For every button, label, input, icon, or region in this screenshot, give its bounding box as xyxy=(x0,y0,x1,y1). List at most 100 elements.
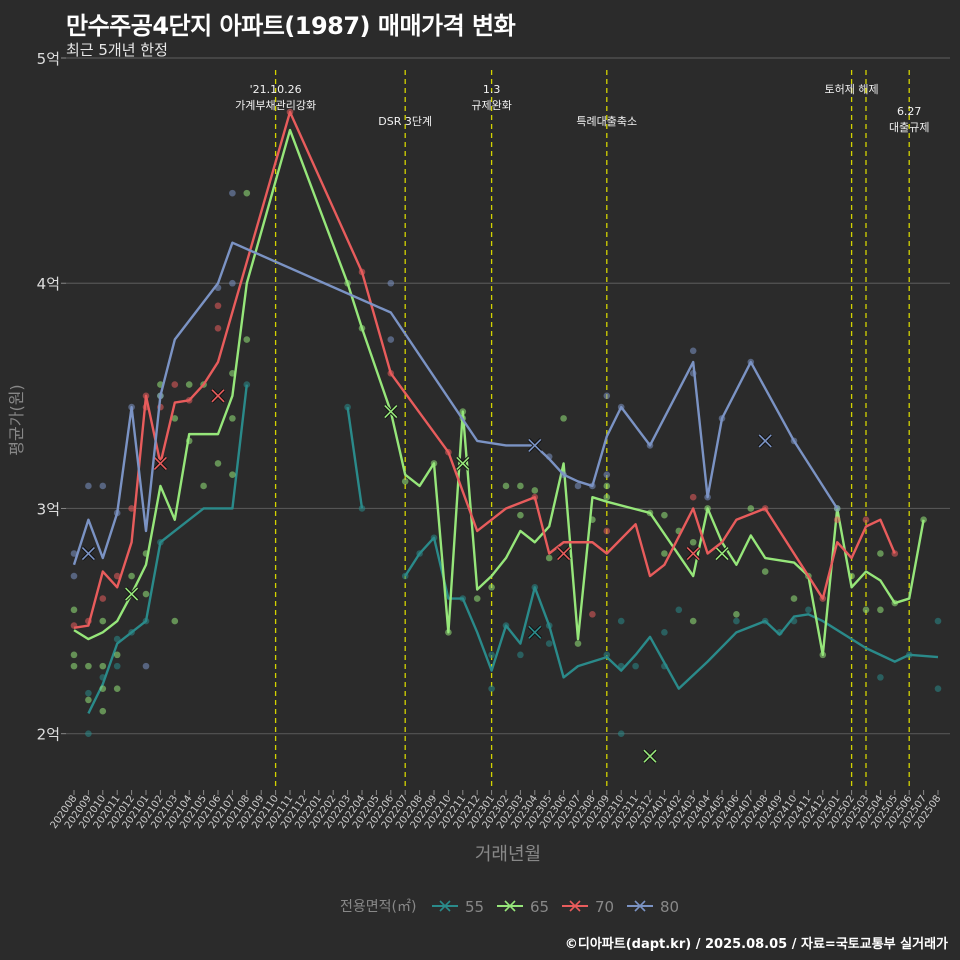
data-point-70 xyxy=(445,448,452,456)
data-point-55 xyxy=(617,662,625,670)
data-point-65 xyxy=(185,381,193,388)
data-point-55 xyxy=(805,606,812,614)
data-point-55 xyxy=(358,505,366,512)
data-point-55 xyxy=(531,583,539,591)
cross-marker-70 xyxy=(153,456,168,471)
data-point-65 xyxy=(848,572,855,580)
data-point-65 xyxy=(85,696,92,704)
data-point-65 xyxy=(517,482,524,490)
event-label: 특례대출축소 xyxy=(576,115,637,128)
data-point-80 xyxy=(718,415,726,422)
data-point-65 xyxy=(200,482,207,490)
data-point-80 xyxy=(689,347,697,355)
grid-layer xyxy=(66,57,950,735)
data-point-70 xyxy=(862,516,870,524)
legend-label-65: 65 xyxy=(530,898,549,916)
data-point-55 xyxy=(934,617,942,625)
data-point-65 xyxy=(401,478,409,485)
series-layer xyxy=(70,108,942,764)
data-point-70 xyxy=(142,392,150,400)
data-point-70 xyxy=(99,595,107,602)
data-point-55 xyxy=(99,674,107,681)
data-point-55 xyxy=(401,572,409,580)
event-label: 1.3 xyxy=(483,83,501,96)
data-point-70 xyxy=(113,572,121,580)
data-point-55 xyxy=(617,617,625,625)
data-point-55 xyxy=(617,730,625,737)
data-point-65 xyxy=(761,568,769,575)
data-point-55 xyxy=(128,629,135,636)
data-point-65 xyxy=(545,554,553,562)
data-point-70 xyxy=(171,381,179,388)
data-point-55 xyxy=(243,381,251,388)
data-point-65 xyxy=(128,572,135,580)
data-point-70 xyxy=(819,595,827,602)
data-point-80 xyxy=(646,442,654,449)
data-point-65 xyxy=(502,482,510,490)
data-point-70 xyxy=(70,622,78,629)
data-point-65 xyxy=(589,516,596,524)
data-point-70 xyxy=(531,493,539,501)
legend-marker-65 xyxy=(504,900,516,912)
data-point-55 xyxy=(157,538,164,546)
data-point-70 xyxy=(891,550,899,557)
data-point-65 xyxy=(603,493,611,501)
data-point-65 xyxy=(142,550,150,557)
data-point-65 xyxy=(99,707,107,715)
data-point-80 xyxy=(574,482,582,490)
data-point-65 xyxy=(113,651,121,659)
series-line-65 xyxy=(73,128,925,657)
data-point-55 xyxy=(459,595,467,602)
legend-label-55: 55 xyxy=(465,898,484,916)
data-point-80 xyxy=(214,284,222,292)
data-point-65 xyxy=(790,595,798,602)
data-point-65 xyxy=(862,606,870,614)
data-point-55 xyxy=(85,730,92,737)
data-point-65 xyxy=(819,651,827,659)
data-point-65 xyxy=(891,599,899,607)
legend-marker-55 xyxy=(439,900,451,912)
data-point-70 xyxy=(214,324,222,332)
data-point-55 xyxy=(142,617,150,625)
data-point-80 xyxy=(833,505,841,512)
data-point-80 xyxy=(747,358,755,366)
event-label: 가계부채관리강화 xyxy=(235,99,316,112)
data-point-70 xyxy=(286,108,294,116)
cross-marker-65 xyxy=(642,748,658,764)
data-point-70 xyxy=(761,505,769,512)
data-point-65 xyxy=(920,516,927,524)
data-point-65 xyxy=(243,336,251,343)
legend-label-70: 70 xyxy=(595,898,614,916)
legend-label-80: 80 xyxy=(660,898,679,916)
data-point-55 xyxy=(675,606,683,614)
y-tick-label: 2억 xyxy=(37,726,60,744)
data-point-70 xyxy=(85,617,92,625)
cross-marker-80 xyxy=(527,438,543,453)
data-point-55 xyxy=(905,651,913,659)
data-point-55 xyxy=(113,635,121,643)
data-point-65 xyxy=(358,324,366,332)
data-point-70 xyxy=(589,611,596,618)
data-point-55 xyxy=(416,550,423,557)
data-point-70 xyxy=(387,370,395,377)
data-point-55 xyxy=(488,685,495,692)
data-point-80 xyxy=(689,370,697,377)
x-axis-label: 거래년월 xyxy=(475,844,541,865)
chart-title: 만수주공4단지 아파트(1987) 매매가격 변화 xyxy=(66,12,516,40)
data-point-65 xyxy=(99,685,107,692)
data-point-70 xyxy=(185,397,193,404)
data-point-70 xyxy=(214,302,222,310)
data-point-65 xyxy=(459,408,467,415)
data-point-70 xyxy=(128,505,135,512)
series-line-55 xyxy=(346,406,364,509)
data-point-80 xyxy=(560,471,567,478)
legend-marker-80 xyxy=(634,900,646,912)
data-point-65 xyxy=(488,583,495,591)
data-point-80 xyxy=(229,279,236,287)
data-point-65 xyxy=(517,511,524,519)
data-point-70 xyxy=(603,527,611,535)
data-point-55 xyxy=(113,662,121,670)
legend-title: 전용면적(㎡) xyxy=(340,899,416,915)
data-point-65 xyxy=(70,662,78,670)
